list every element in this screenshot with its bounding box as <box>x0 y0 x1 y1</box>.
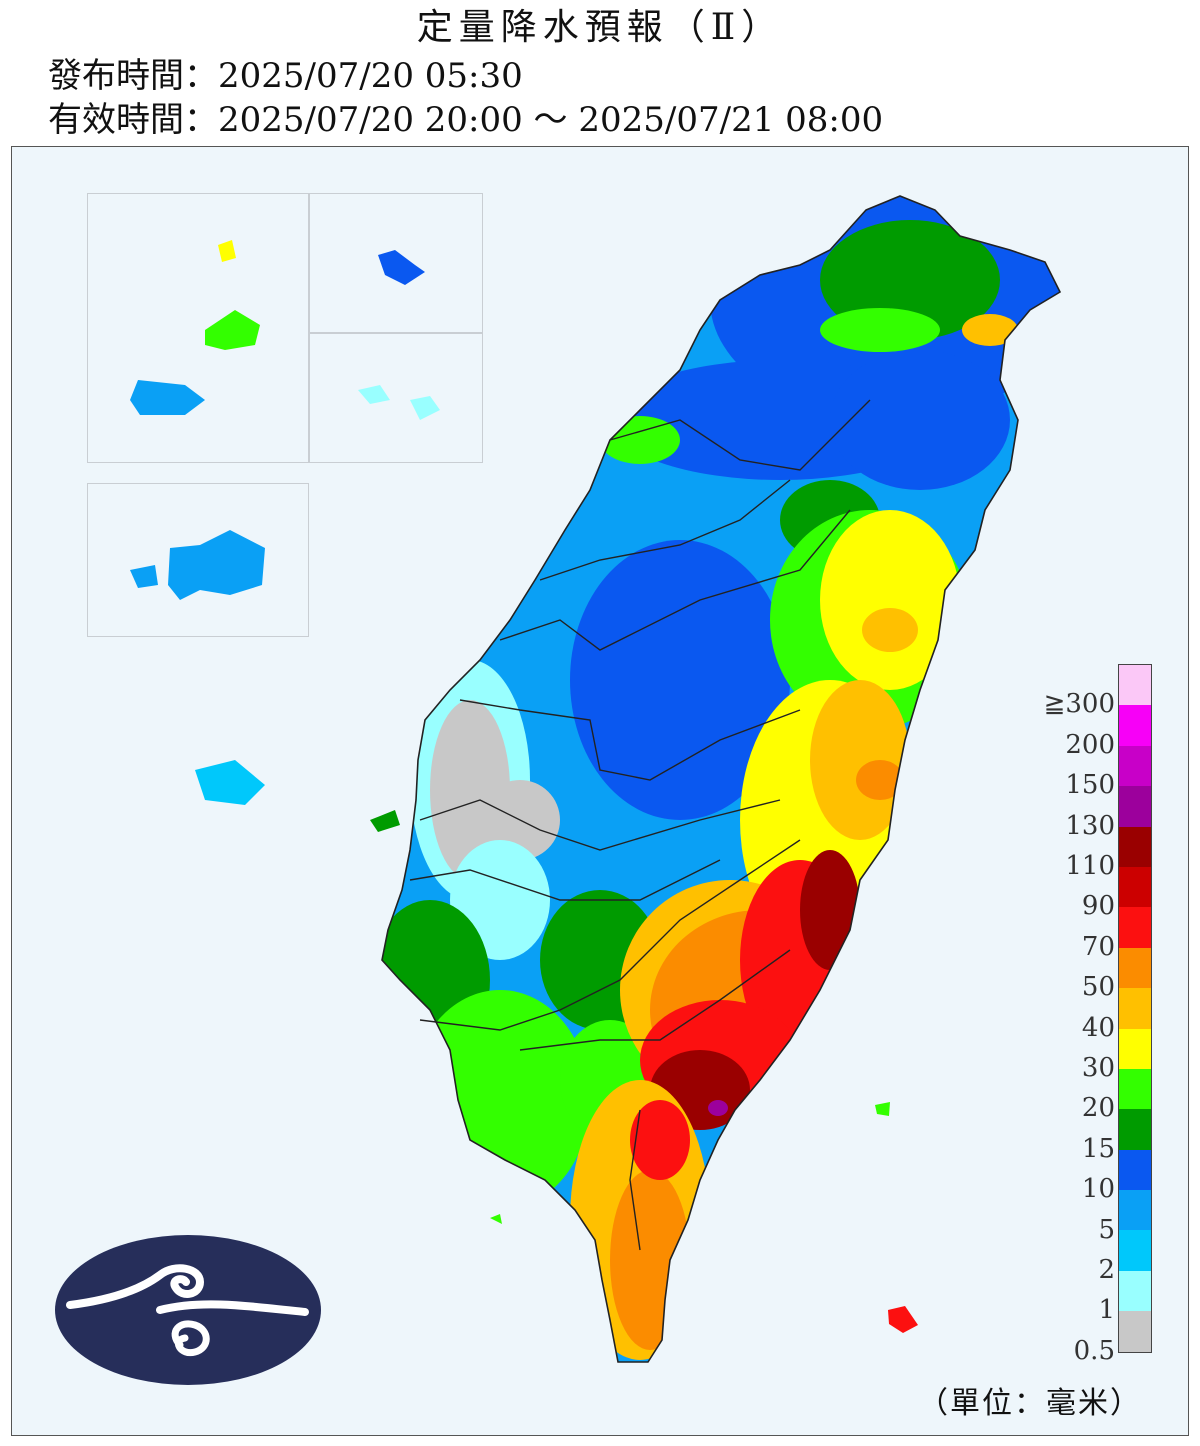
legend-label: 90 <box>1081 891 1115 922</box>
legend-label: 0.5 <box>1073 1335 1115 1366</box>
rain-area-south-130mm <box>708 1100 728 1116</box>
legend-swatch <box>1119 745 1151 787</box>
legend-label: ≧300 <box>1043 689 1115 720</box>
legend-unit: （單位：毫米） <box>918 1386 1142 1421</box>
legend-label: 130 <box>1065 810 1115 841</box>
legend-label: 30 <box>1081 1053 1115 1083</box>
inset-wuqiu <box>309 193 483 333</box>
island-little-kinmen <box>130 565 158 588</box>
rain-area-pingtung-70mm <box>630 1100 690 1180</box>
legend-label: 70 <box>1081 931 1115 962</box>
legend-swatch <box>1119 665 1151 706</box>
legend-swatch <box>1119 1230 1151 1271</box>
legend-swatch <box>1119 786 1151 827</box>
rain-area-northeast-40mm <box>962 314 1018 346</box>
island-liuqiu <box>490 1214 502 1224</box>
legend-color-bar <box>1118 664 1152 1353</box>
legend-label: 20 <box>1081 1093 1115 1124</box>
legend-swatch <box>1119 947 1151 989</box>
legend-swatch <box>1119 1311 1151 1352</box>
legend-swatch <box>1119 866 1151 908</box>
rain-area-hualien-30mm <box>820 510 960 690</box>
legend-swatch <box>1119 1068 1151 1110</box>
rain-area-pingtung-50mm <box>610 1170 690 1350</box>
island-wuqiu <box>378 250 425 285</box>
legend-label: 200 <box>1065 729 1115 760</box>
rain-area-taitung-40mm <box>810 680 910 840</box>
legend-swatch <box>1119 988 1151 1029</box>
legend-label: 10 <box>1081 1174 1115 1205</box>
legend-swatch <box>1119 907 1151 948</box>
legend-swatch <box>1119 1149 1151 1191</box>
legend-label: 2 <box>1098 1255 1115 1285</box>
island-penghu-east <box>370 810 400 832</box>
island-green-island <box>875 1102 890 1116</box>
map-title: 定量降水預報（Ⅱ） <box>416 7 784 48</box>
island-matsu-yellow <box>218 240 236 262</box>
rain-area-yilan-10mm <box>830 350 1010 490</box>
island-kinmen <box>168 530 265 600</box>
legend-swatch <box>1119 1190 1151 1231</box>
legend-swatch <box>1119 1109 1151 1150</box>
island-penghu <box>195 760 265 805</box>
inset-dongyin <box>309 333 483 463</box>
rain-area-central-10mm <box>570 540 790 820</box>
legend-swatch <box>1119 1028 1151 1069</box>
legend-label: 50 <box>1081 972 1115 1003</box>
inset-matsu <box>87 193 309 463</box>
legend-label: 1 <box>1098 1295 1115 1326</box>
legend-swatch <box>1119 1270 1151 1312</box>
island-matsu-south <box>130 380 205 415</box>
legend-swatch <box>1119 826 1151 867</box>
legend-label: 40 <box>1081 1012 1115 1043</box>
weather-agency-logo <box>55 1235 321 1385</box>
rain-area-north-20mm <box>820 308 940 352</box>
rain-area-hualien-40mm <box>862 608 918 652</box>
valid-time: 有效時間：2025/07/20 20:00 ～ 2025/07/21 08:00 <box>48 100 884 140</box>
legend-label: 110 <box>1065 851 1115 881</box>
issue-time: 發布時間：2025/07/20 05:30 <box>48 56 523 96</box>
offshore-islands <box>130 240 918 1333</box>
island-dongyin-a <box>358 385 390 404</box>
island-dongyin-b <box>410 396 440 420</box>
legend-label: 15 <box>1081 1133 1115 1164</box>
legend-swatch <box>1119 705 1151 746</box>
county-boundaries <box>381 195 1061 1363</box>
inset-kinmen <box>87 483 309 637</box>
island-matsu-north <box>205 310 260 350</box>
legend-label: 5 <box>1098 1214 1115 1245</box>
rain-area-se-110mm <box>800 850 860 970</box>
island-orchid-island <box>888 1306 918 1333</box>
legend-label: 150 <box>1065 770 1115 801</box>
rain-area-taitung-50mm <box>856 760 904 800</box>
